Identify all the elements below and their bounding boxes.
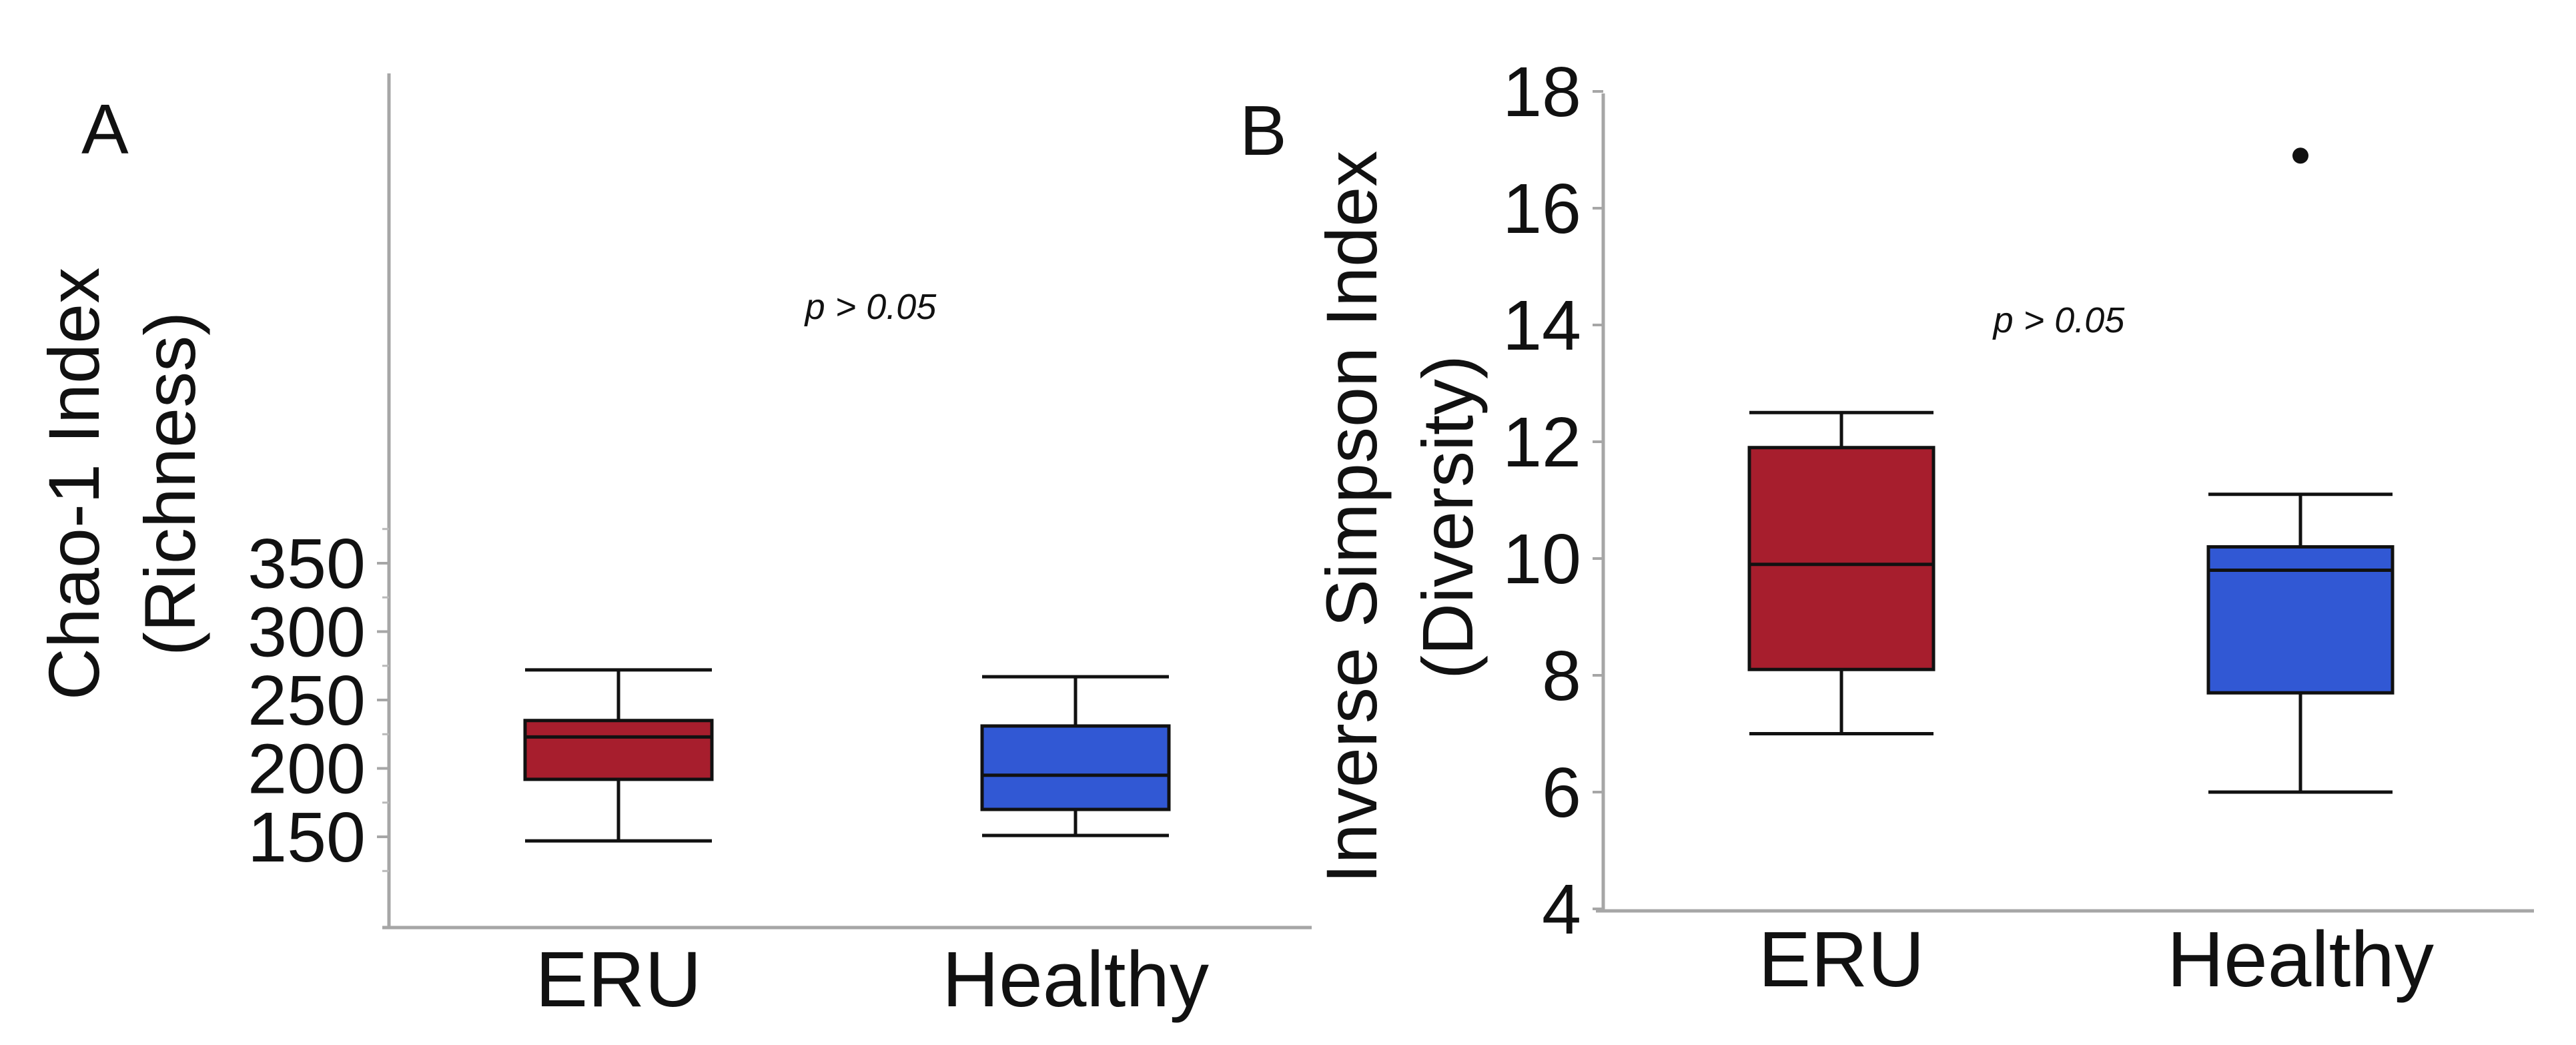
panel-b-y-axis-title: Inverse Simpson Index [1311, 151, 1392, 884]
panel-b-category-eru: ERU [1758, 916, 1924, 1004]
panel-a-tick-label-350: 350 [248, 525, 366, 603]
panel-a-y-axis-subtitle: (Richness) [129, 312, 210, 656]
panel-a-y-axis-title: Chao-1 Index [33, 268, 114, 700]
panel-b-tick-label-14: 14 [1502, 286, 1581, 365]
panel-a-tick-label-300: 300 [248, 593, 366, 672]
panel-b-p-value: p > 0.05 [1992, 300, 2126, 340]
panel-b-healthy-box-group [2206, 147, 2395, 794]
panel-b-eru-box-group [1747, 410, 1936, 735]
panel-b-category-healthy: Healthy [2167, 916, 2434, 1004]
panel-a-tick-label-200: 200 [248, 730, 366, 809]
panel-a-category-eru: ERU [535, 936, 701, 1024]
panel-b-tick-label-4: 4 [1542, 870, 1581, 949]
panel-b-boxes [1747, 147, 2395, 794]
panel-a-p-value: p > 0.05 [804, 287, 937, 327]
panel-b-tick-label-10: 10 [1502, 520, 1581, 599]
panel-b-letter: B [1240, 91, 1287, 170]
panel-a-boxes [523, 668, 1171, 843]
panel-b-healthy-outlier-0 [2292, 147, 2308, 164]
panel-a-letter: A [81, 90, 129, 169]
panel-a-eru-iqr-box [523, 719, 714, 781]
panel-b-tick-label-18: 18 [1502, 53, 1581, 131]
panel-b-tick-label-6: 6 [1542, 753, 1581, 832]
panel-b-y-axis-subtitle: (Diversity) [1407, 355, 1488, 679]
panel-b-tick-label-16: 16 [1502, 169, 1581, 248]
panel-a-richness: A Chao-1 Index (Richness) 15020025030035… [33, 73, 1312, 1024]
panel-b-eru-iqr-box [1747, 446, 1936, 671]
panel-b-tick-label-8: 8 [1542, 637, 1581, 715]
panel-a-eru-box-group [523, 668, 714, 843]
panel-a-healthy-iqr-box [980, 724, 1171, 811]
panel-b-y-ticks: 4 6 8 10 12 14 16 18 [1502, 53, 1603, 949]
panel-a-healthy-box-group [980, 675, 1171, 837]
panel-b-tick-label-12: 12 [1502, 403, 1581, 482]
panel-b-diversity: B Inverse Simpson Index (Diversity) 4 6 8 1… [1240, 53, 2534, 1004]
panel-a-minor-ticks [382, 528, 389, 872]
panel-a-tick-label-250: 250 [248, 661, 366, 740]
panel-a-category-healthy: Healthy [942, 936, 1209, 1024]
panel-a-tick-label-150: 150 [248, 798, 366, 877]
